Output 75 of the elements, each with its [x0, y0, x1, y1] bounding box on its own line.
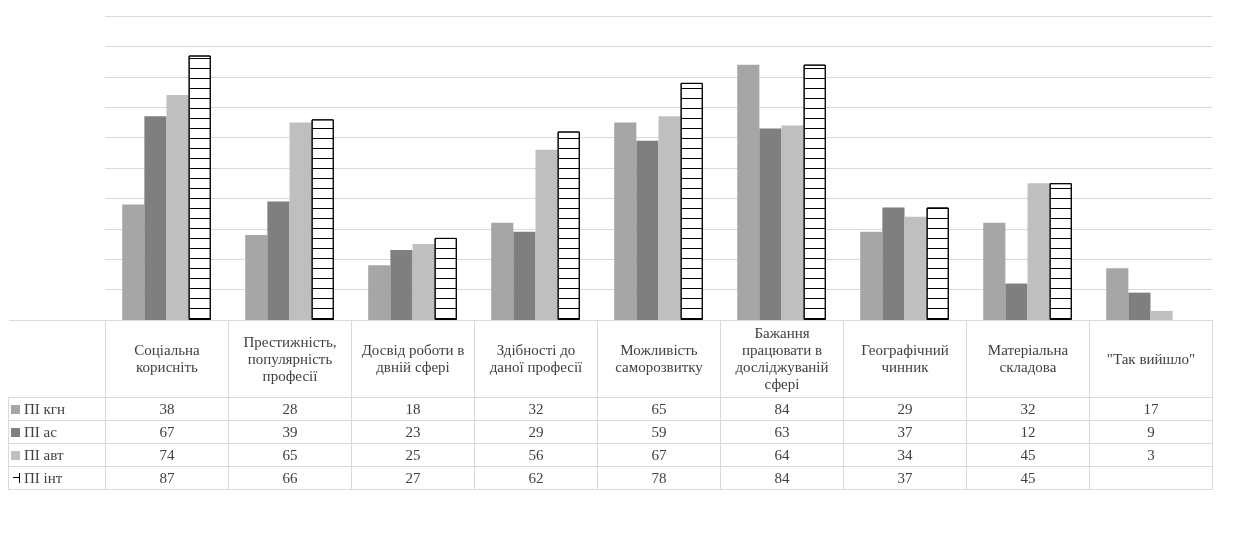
bar	[1005, 283, 1028, 320]
data-label: 59	[597, 420, 721, 444]
data-label: 84	[720, 397, 844, 421]
data-label: 67	[105, 420, 229, 444]
data-label: 32	[966, 397, 1090, 421]
data-label: 67	[597, 443, 721, 467]
bar	[1106, 268, 1129, 320]
x-tick-label: Здібності до даної професії	[474, 320, 598, 398]
data-label: 18	[351, 397, 475, 421]
bar	[658, 116, 681, 320]
x-tick-label: Бажання працювати в досліджуваній сфері	[720, 320, 844, 398]
data-label: 17	[1089, 397, 1213, 421]
bar	[513, 231, 536, 320]
data-label: 32	[474, 397, 598, 421]
bar	[390, 250, 413, 320]
data-label: 34	[843, 443, 967, 467]
data-label: 29	[843, 397, 967, 421]
bar	[759, 128, 782, 320]
bar	[781, 125, 804, 320]
bar	[144, 116, 167, 320]
data-label: 64	[720, 443, 844, 467]
bar	[122, 204, 145, 320]
bar	[983, 222, 1006, 320]
bar	[166, 95, 189, 320]
bar	[904, 216, 927, 320]
legend-label: ПІ ас	[8, 420, 106, 444]
data-label: 9	[1089, 420, 1213, 444]
bar	[860, 231, 883, 320]
bar	[267, 201, 290, 320]
bar	[412, 244, 435, 320]
bar	[245, 234, 268, 320]
x-tick-label: Можливість саморозвитку	[597, 320, 721, 398]
bar	[1027, 183, 1050, 320]
data-label: 25	[351, 443, 475, 467]
bar	[491, 222, 514, 320]
data-label: 56	[474, 443, 598, 467]
bar	[1150, 310, 1173, 320]
data-label: 28	[228, 397, 352, 421]
bar	[614, 122, 637, 320]
data-label: 66	[228, 466, 352, 490]
data-label: 23	[351, 420, 475, 444]
x-tick-label: Соціальна корисніть	[105, 320, 229, 398]
data-label: 27	[351, 466, 475, 490]
bar	[737, 64, 760, 320]
data-label: 45	[966, 466, 1090, 490]
bar	[289, 122, 312, 320]
bar	[368, 265, 391, 320]
data-label: 62	[474, 466, 598, 490]
bar	[882, 207, 905, 320]
data-label: 37	[843, 466, 967, 490]
x-tick-label: Престижність, популярність професії	[228, 320, 352, 398]
bar	[535, 149, 558, 320]
data-label: 63	[720, 420, 844, 444]
bar	[636, 140, 659, 320]
x-tick-label: Матеріальна складова	[966, 320, 1090, 398]
data-label: 65	[228, 443, 352, 467]
legend-label: ПІ інт	[8, 466, 106, 490]
x-tick-label: Географічний чинник	[843, 320, 967, 398]
data-label: 74	[105, 443, 229, 467]
data-label: 37	[843, 420, 967, 444]
data-label: 65	[597, 397, 721, 421]
legend-label: ПІ кгн	[8, 397, 106, 421]
data-label: 78	[597, 466, 721, 490]
legend-label: ПІ авт	[8, 443, 106, 467]
data-label: 38	[105, 397, 229, 421]
data-label: 12	[966, 420, 1090, 444]
data-label: 45	[966, 443, 1090, 467]
data-label: 3	[1089, 443, 1213, 467]
x-tick-label: "Так вийшло"	[1089, 320, 1213, 398]
data-label: 39	[228, 420, 352, 444]
data-label: 87	[105, 466, 229, 490]
data-label: 84	[720, 466, 844, 490]
bar	[1128, 292, 1151, 320]
data-label: 29	[474, 420, 598, 444]
x-tick-label: Досвід роботи в двній сфері	[351, 320, 475, 398]
